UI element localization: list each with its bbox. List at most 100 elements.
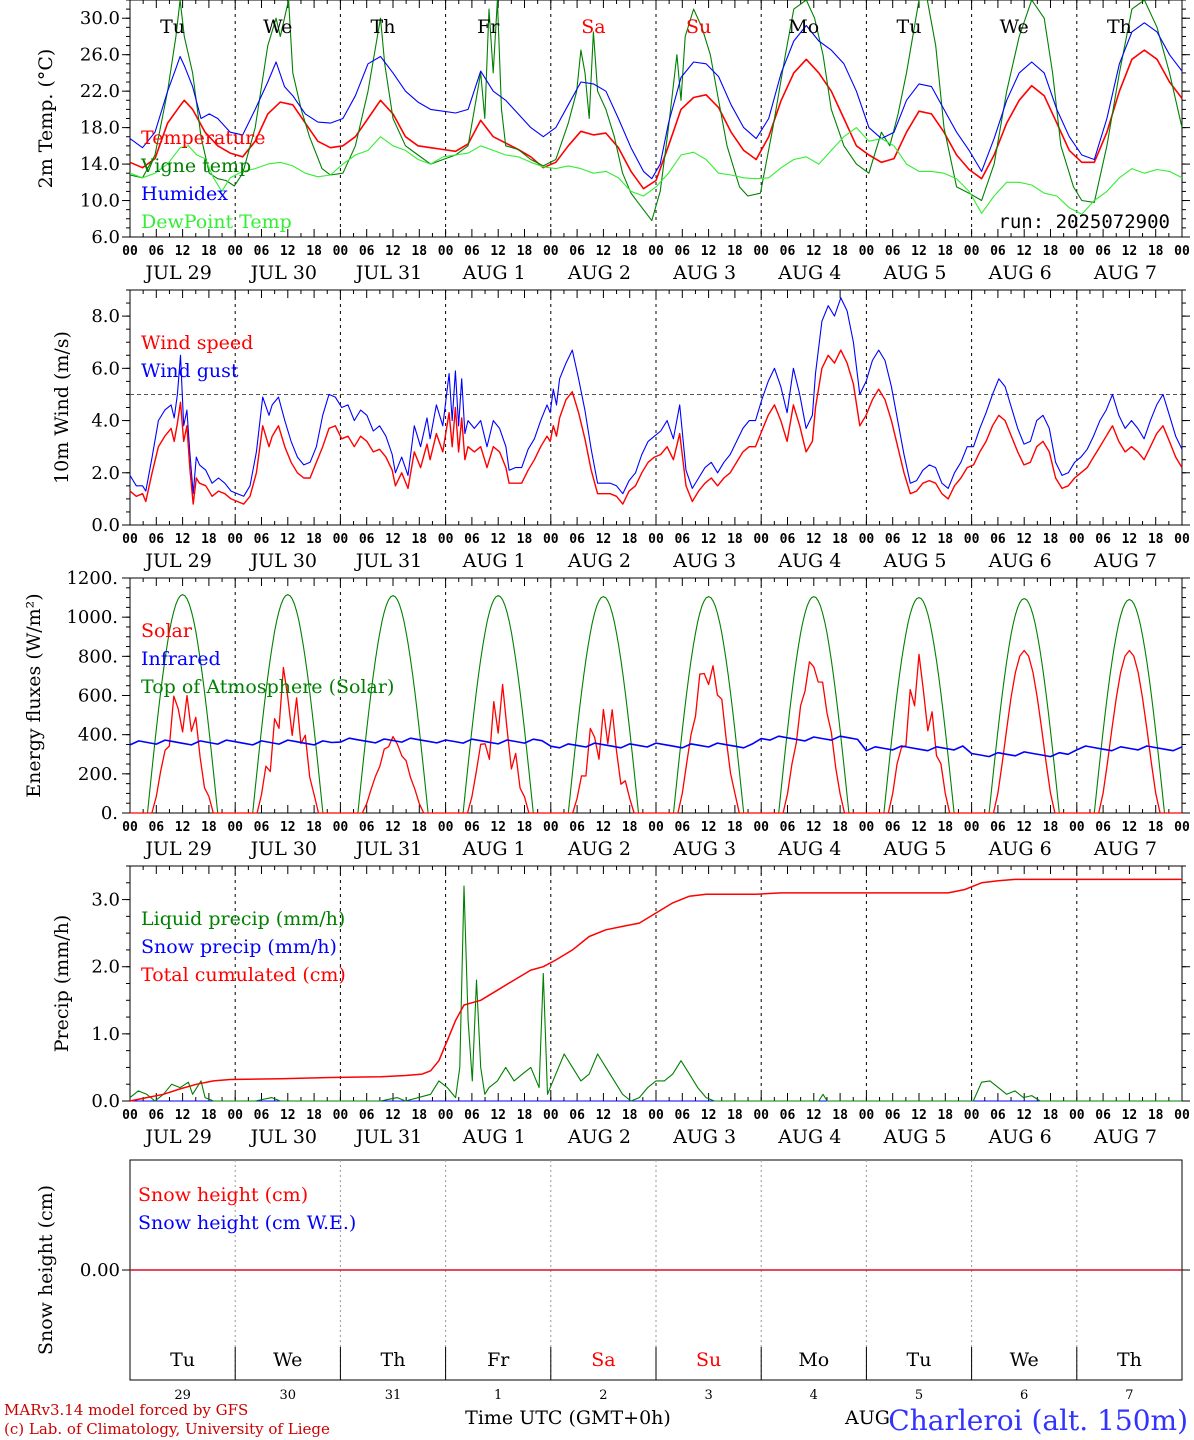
solar-line (656, 665, 762, 814)
hour-label: 12 (1016, 820, 1032, 835)
y-axis-label: Energy fluxes (W/m²) (23, 593, 45, 797)
hour-label: 06 (464, 1108, 480, 1123)
hour-label: 00 (648, 1108, 664, 1123)
hour-label: 00 (438, 532, 454, 547)
date-label: JUL 29 (143, 550, 211, 572)
footer-weekday-label: Tu (907, 1349, 932, 1371)
date-label: JUL 29 (143, 838, 211, 860)
hour-label: 18 (832, 1108, 848, 1123)
date-label: AUG 7 (1093, 262, 1157, 284)
hour-label: 06 (254, 244, 270, 259)
date-label: AUG 5 (882, 1126, 946, 1148)
hour-label: 06 (148, 532, 164, 547)
solar-line (761, 661, 867, 814)
hour-label: 18 (622, 244, 638, 259)
hour-label: 12 (806, 820, 822, 835)
hour-label: 00 (1174, 820, 1190, 835)
hour-label: 06 (569, 1108, 585, 1123)
footer-day-number: 5 (915, 1388, 923, 1403)
hour-label: 12 (280, 1108, 296, 1123)
weekday-label: Th (371, 16, 396, 38)
hour-label: 12 (385, 532, 401, 547)
hour-label: 00 (753, 244, 769, 259)
hour-label: 12 (175, 532, 191, 547)
hour-label: 12 (1122, 532, 1138, 547)
hour-label: 12 (596, 820, 612, 835)
hour-label: 18 (517, 532, 533, 547)
hour-label: 18 (1148, 532, 1164, 547)
hour-label: 00 (438, 820, 454, 835)
solar-line (445, 683, 551, 814)
hour-label: 18 (1148, 244, 1164, 259)
hour-label: 12 (280, 244, 296, 259)
hour-label: 18 (1148, 1108, 1164, 1123)
hour-label: 18 (1148, 820, 1164, 835)
hour-label: 00 (227, 532, 243, 547)
hour-label: 18 (517, 244, 533, 259)
hour-label: 12 (596, 532, 612, 547)
date-label: JUL 31 (354, 262, 422, 284)
date-label: AUG 6 (988, 838, 1052, 860)
hour-label: 06 (359, 820, 375, 835)
footer-weekday-label: We (273, 1349, 302, 1371)
hour-label: 06 (464, 532, 480, 547)
y-tick-label: 0.0 (91, 515, 120, 536)
hour-label: 06 (780, 820, 796, 835)
hour-label: 00 (753, 820, 769, 835)
credit-model: MARv3.14 model forced by GFS (4, 1401, 248, 1419)
hour-label: 06 (148, 244, 164, 259)
hour-label: 12 (806, 532, 822, 547)
date-label: AUG 6 (988, 262, 1052, 284)
hour-label: 06 (1095, 820, 1111, 835)
hour-label: 00 (859, 244, 875, 259)
legend-entry: Top of Atmosphere (Solar) (141, 676, 394, 698)
footer-weekday-label: Su (696, 1349, 721, 1371)
date-label: AUG 2 (567, 550, 631, 572)
hour-label: 18 (306, 820, 322, 835)
hour-label: 12 (1122, 244, 1138, 259)
date-label: AUG 4 (777, 838, 841, 860)
y-tick-label: 4.0 (91, 411, 120, 432)
date-label: JUL 31 (354, 838, 422, 860)
solar-line (340, 735, 446, 814)
hour-label: 18 (622, 820, 638, 835)
hour-label: 18 (201, 820, 217, 835)
legend-entry: Liquid precip (mm/h) (141, 908, 345, 930)
location-title: Charleroi (alt. 150m) (888, 1404, 1188, 1437)
hour-label: 06 (780, 1108, 796, 1123)
footer-day-number: 3 (704, 1388, 712, 1403)
legend-entry: Snow height (cm) (138, 1184, 308, 1206)
hour-label: 00 (122, 820, 138, 835)
hour-label: 12 (1016, 532, 1032, 547)
hour-label: 12 (911, 1108, 927, 1123)
hour-label: 00 (648, 532, 664, 547)
hour-label: 06 (885, 532, 901, 547)
footer-day-number: 29 (174, 1388, 191, 1403)
hour-label: 18 (517, 820, 533, 835)
hour-label: 18 (622, 532, 638, 547)
date-label: JUL 29 (143, 262, 211, 284)
y-axis-label: Precip (mm/h) (51, 915, 73, 1053)
toa-solar-line (656, 596, 762, 814)
hour-label: 12 (701, 820, 717, 835)
infrared-line (129, 735, 1183, 758)
credit-lab: (c) Lab. of Climatology, University of L… (4, 1420, 330, 1438)
legend-entry: Vigne temp (140, 155, 251, 177)
hour-label: 00 (1174, 1108, 1190, 1123)
legend-entry: Wind gust (141, 360, 239, 382)
solar-line (1076, 649, 1182, 814)
solar-line (130, 694, 236, 814)
y-tick-label: 1.0 (91, 1024, 120, 1045)
y-tick-label: 22.0 (80, 81, 120, 102)
hour-label: 06 (464, 244, 480, 259)
y-axis-label: Snow height (cm) (35, 1185, 57, 1355)
date-label: AUG 3 (672, 1126, 736, 1148)
hour-label: 18 (306, 532, 322, 547)
hour-label: 06 (674, 532, 690, 547)
hour-label: 18 (832, 820, 848, 835)
temperature-line (129, 49, 1183, 190)
legend-entry: Snow precip (mm/h) (141, 936, 337, 958)
hour-label: 00 (964, 1108, 980, 1123)
hour-label: 06 (674, 820, 690, 835)
